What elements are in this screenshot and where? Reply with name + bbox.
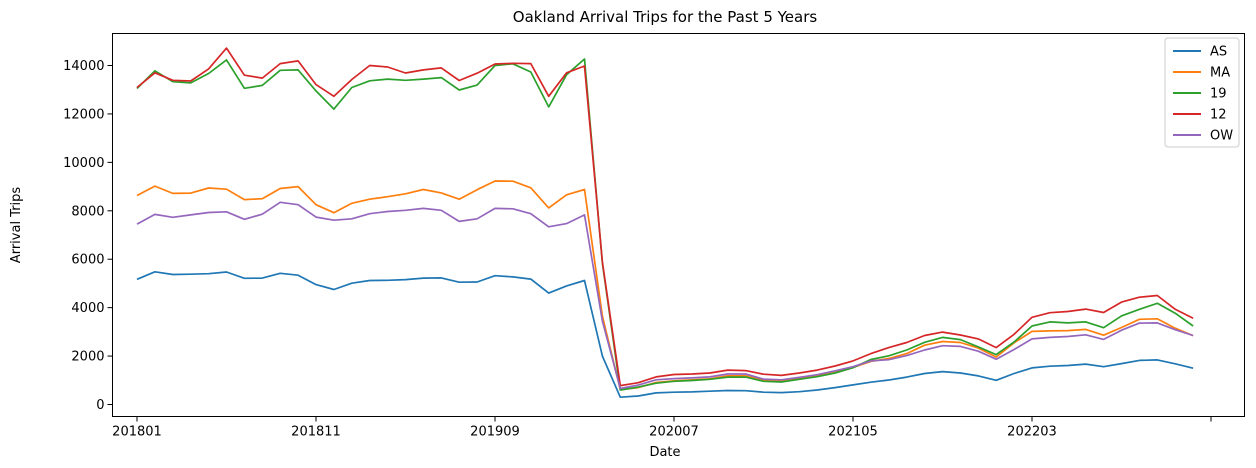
x-tick-label: 202007: [649, 425, 699, 440]
legend-label: 19: [1210, 87, 1227, 102]
x-tick-label: 202203: [1007, 425, 1057, 440]
legend-box: [1164, 37, 1240, 148]
legend-label: MA: [1210, 66, 1230, 81]
y-tick-label: 14000: [63, 59, 104, 74]
y-tick-label: 4000: [71, 301, 104, 316]
chart-title: Oakland Arrival Trips for the Past 5 Yea…: [513, 8, 818, 26]
x-tick-label: 201801: [112, 425, 162, 440]
series-lines: [136, 47, 1194, 399]
y-axis-title: Arrival Trips: [9, 187, 24, 264]
plot-area: [112, 33, 1245, 417]
y-tick-label: 2000: [71, 350, 104, 365]
x-tick-label: 202105: [828, 425, 878, 440]
x-tick-label: 201909: [470, 425, 520, 440]
legend-label: 12: [1210, 108, 1227, 123]
series-line-ow: [136, 201, 1194, 390]
y-axis: 0 2000 4000 6000 8000 10000 12000 14000: [63, 59, 113, 413]
y-tick-label: 6000: [71, 253, 104, 268]
legend: AS MA 19 12 OW: [1164, 37, 1240, 148]
x-axis-title: Date: [649, 445, 680, 460]
series-line-ma: [136, 180, 1194, 391]
series-line-as: [136, 270, 1194, 399]
legend-label: OW: [1210, 129, 1233, 144]
y-tick-label: 8000: [71, 204, 104, 219]
y-tick-label: 10000: [63, 156, 104, 171]
y-tick-label: 0: [96, 398, 104, 413]
x-tick-label: 201811: [291, 425, 341, 440]
y-tick-label: 12000: [63, 107, 104, 122]
series-line-12: [136, 47, 1194, 387]
x-axis: 201801 201811 201909 202007 202105 202203: [112, 416, 1212, 440]
legend-label: AS: [1210, 45, 1227, 60]
series-line-19: [136, 58, 1194, 391]
